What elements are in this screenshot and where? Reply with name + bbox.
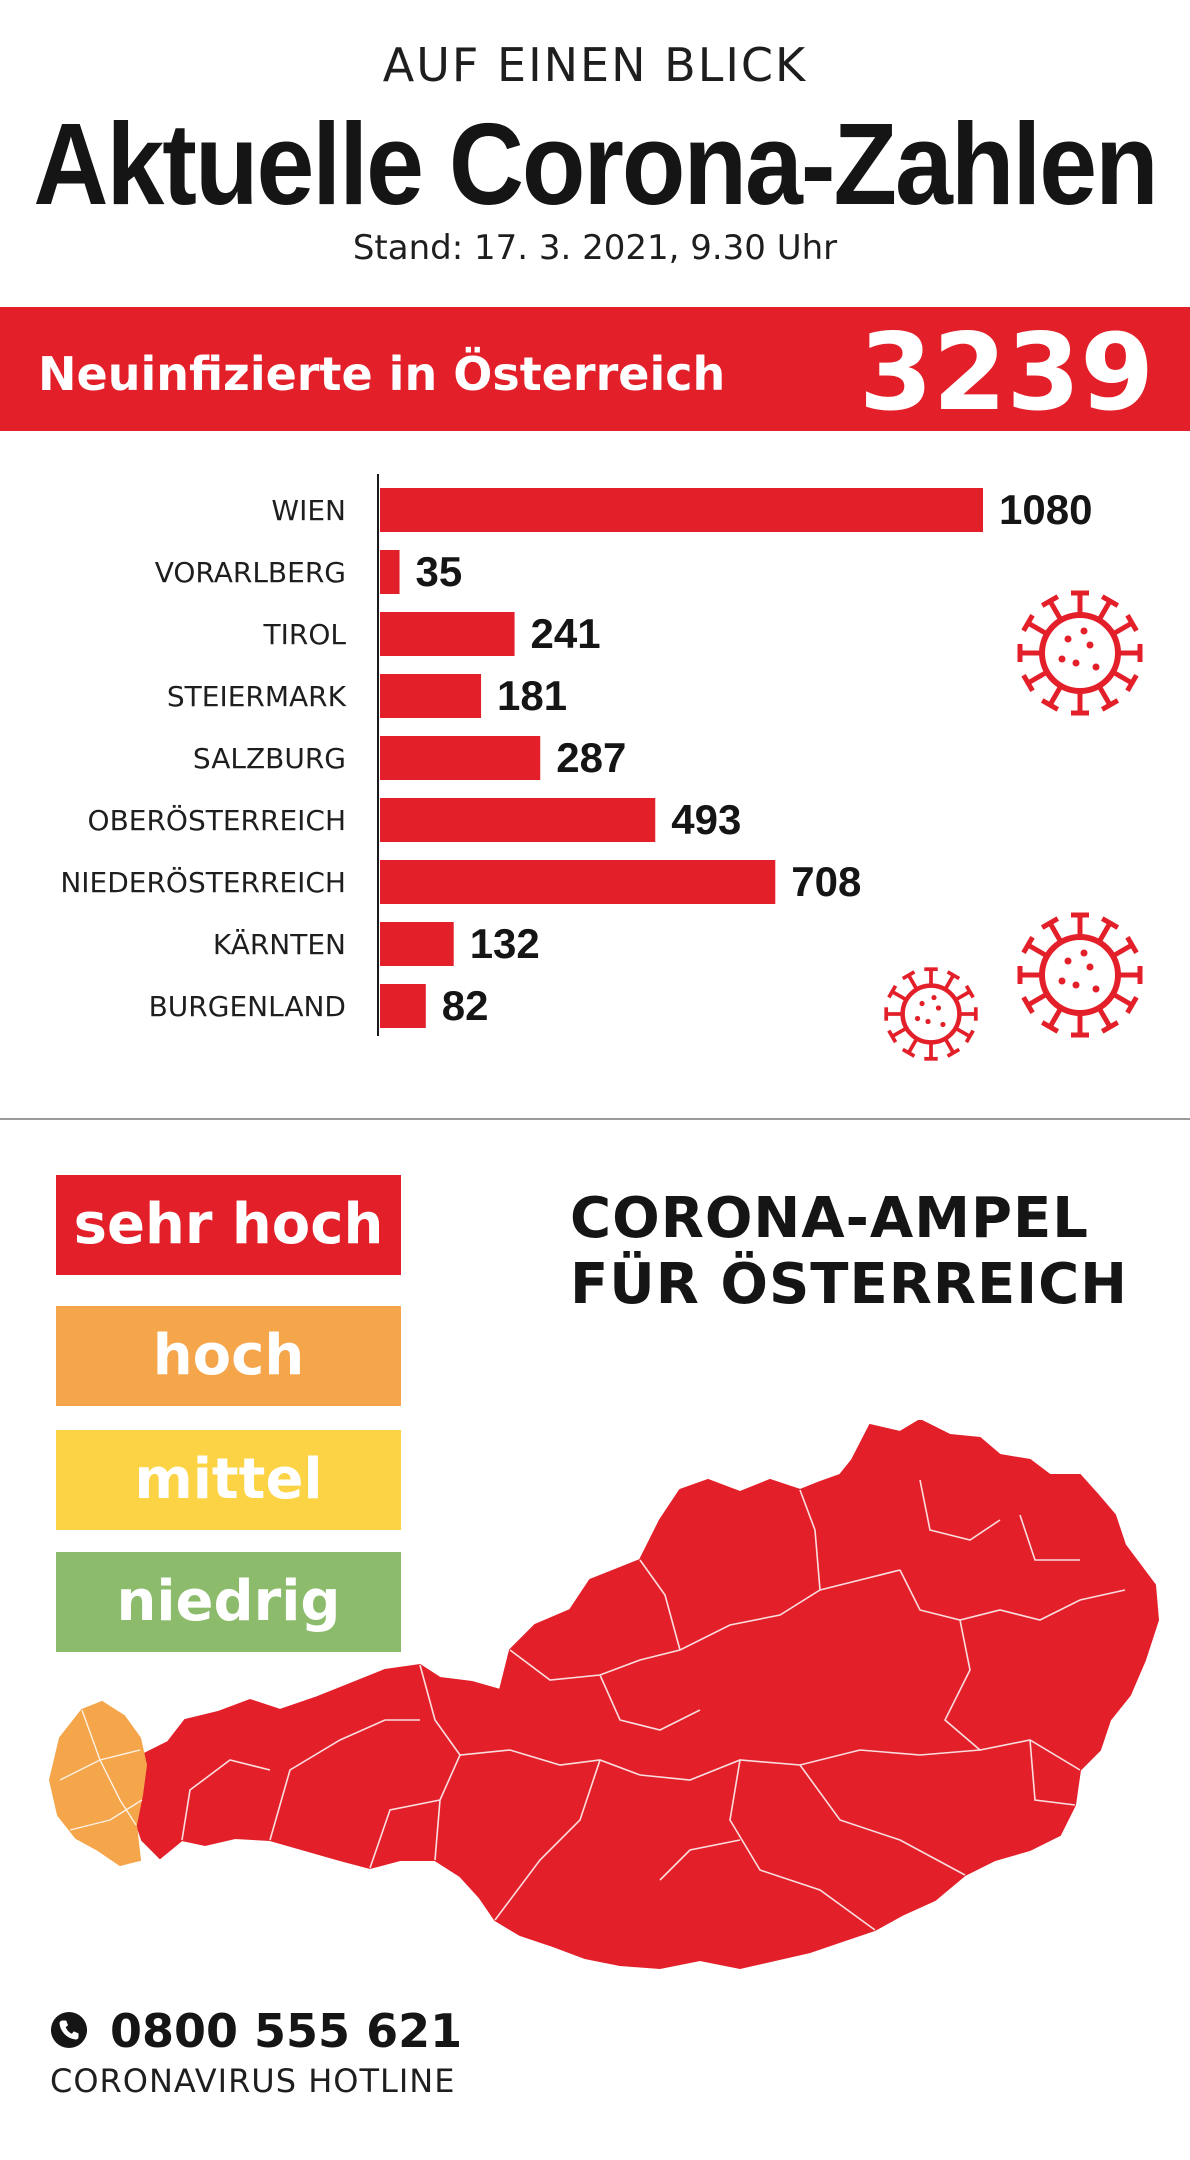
bar — [380, 798, 656, 842]
data-label: 132 — [470, 920, 540, 967]
timestamp: Stand: 17. 3. 2021, 9.30 Uhr — [352, 228, 838, 268]
category-label: SALZBURG — [193, 742, 346, 775]
data-label: 1080 — [999, 486, 1092, 533]
ampel-title-line1: CORONA-AMPEL — [570, 1186, 1089, 1251]
legend-level-mittel: mittel — [56, 1430, 401, 1530]
legend-level-niedrig: niedrig — [56, 1552, 401, 1652]
phone-icon — [50, 2011, 88, 2049]
legend-level-sehr-hoch: sehr hoch — [56, 1175, 401, 1275]
page-title: Aktuelle Corona-Zahlen — [33, 99, 1158, 230]
data-label: 181 — [497, 672, 567, 719]
legend-level-hoch: hoch — [56, 1306, 401, 1406]
data-label: 287 — [556, 734, 626, 781]
virus-icon — [1017, 590, 1143, 716]
hotline-phone-number[interactable]: 0800 555 621 — [110, 2004, 463, 2058]
map-borders — [181, 1479, 1126, 1931]
data-label: 493 — [671, 796, 741, 843]
bar — [380, 550, 400, 594]
kicker: AUF EINEN BLICK — [382, 38, 808, 92]
ampel-title-line2: FÜR ÖSTERREICH — [570, 1252, 1129, 1317]
category-label: OBERÖSTERREICH — [88, 803, 346, 837]
category-label: VORARLBERG — [155, 556, 346, 589]
hotline-label: CORONAVIRUS HOTLINE — [50, 2062, 456, 2100]
category-label: STEIERMARK — [167, 680, 347, 713]
map-region-vorarlberg — [48, 1700, 148, 1867]
banner-total: 3239 — [858, 311, 1154, 434]
ampel-title: CORONA-AMPEL FÜR ÖSTERREICH — [570, 1186, 1128, 1318]
bar — [380, 612, 515, 656]
category-label: WIEN — [271, 494, 346, 527]
bar — [380, 984, 426, 1028]
banner-label: Neuinfizierte in Österreich — [38, 347, 726, 401]
bar-chart: WIEN 1080 VORARLBERG 35 TIROL 241 STEIERMARK 18… — [60, 474, 1092, 1036]
category-label: TIROL — [263, 618, 347, 651]
bar — [380, 860, 776, 904]
austria-map — [48, 1420, 1160, 1970]
data-label: 35 — [416, 548, 463, 595]
total-banner: Neuinfizierte in Österreich 3239 — [0, 307, 1190, 434]
section-divider — [0, 1118, 1190, 1120]
virus-icon — [884, 967, 978, 1061]
category-label: NIEDERÖSTERREICH — [60, 865, 346, 899]
data-label: 708 — [791, 858, 861, 905]
bar — [380, 922, 454, 966]
data-label: 82 — [442, 982, 489, 1029]
virus-icon — [1017, 912, 1143, 1038]
bar — [380, 736, 541, 780]
category-label: BURGENLAND — [149, 990, 346, 1023]
map-region-main — [131, 1420, 1160, 1970]
map-borders-vorarlberg — [59, 1709, 143, 1831]
data-label: 241 — [531, 610, 601, 657]
bar — [380, 674, 482, 718]
bar — [380, 488, 983, 532]
category-label: KÄRNTEN — [213, 928, 346, 961]
